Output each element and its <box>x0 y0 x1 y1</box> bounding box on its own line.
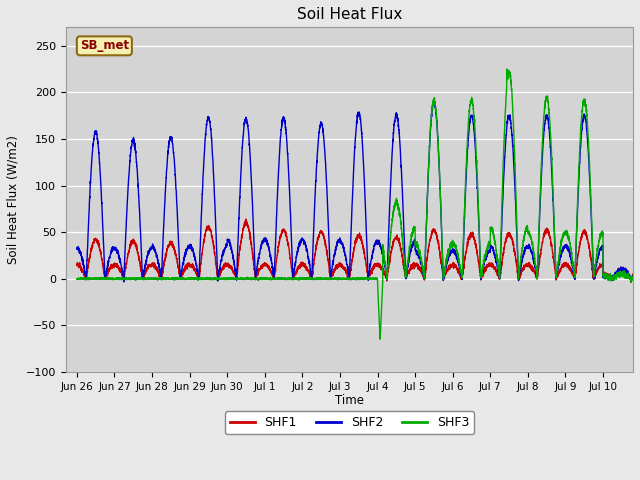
SHF1 <box>73 262 81 268</box>
SHF3 <box>485 241 493 247</box>
SHF1 <box>636 270 640 276</box>
SHF1 <box>383 278 390 284</box>
SHF1 <box>242 216 250 222</box>
Line: SHF3: SHF3 <box>77 69 640 339</box>
SHF1 <box>174 264 182 269</box>
Line: SHF2: SHF2 <box>77 100 640 282</box>
Title: Soil Heat Flux: Soil Heat Flux <box>296 7 402 22</box>
SHF2 <box>636 272 640 278</box>
SHF3 <box>338 276 346 281</box>
SHF1 <box>338 264 346 269</box>
SHF3 <box>517 252 525 258</box>
SHF2 <box>454 260 462 265</box>
Legend: SHF1, SHF2, SHF3: SHF1, SHF2, SHF3 <box>225 411 474 434</box>
SHF3 <box>637 276 640 282</box>
SHF2 <box>73 246 81 252</box>
SHF3 <box>454 252 462 258</box>
Y-axis label: Soil Heat Flux (W/m2): Soil Heat Flux (W/m2) <box>7 135 20 264</box>
SHF2 <box>120 279 127 285</box>
SHF3 <box>636 276 640 282</box>
SHF3 <box>376 336 384 342</box>
SHF2 <box>338 241 346 247</box>
SHF2 <box>430 97 438 103</box>
SHF3 <box>73 276 81 282</box>
SHF1 <box>517 269 525 275</box>
SHF1 <box>637 271 640 276</box>
SHF2 <box>637 273 640 279</box>
Text: SB_met: SB_met <box>80 39 129 52</box>
SHF3 <box>174 276 182 282</box>
SHF2 <box>517 261 525 266</box>
Line: SHF1: SHF1 <box>77 219 640 281</box>
SHF1 <box>486 260 493 266</box>
SHF2 <box>486 248 493 253</box>
X-axis label: Time: Time <box>335 394 364 408</box>
SHF1 <box>454 270 462 276</box>
SHF2 <box>175 233 182 239</box>
SHF3 <box>503 66 511 72</box>
